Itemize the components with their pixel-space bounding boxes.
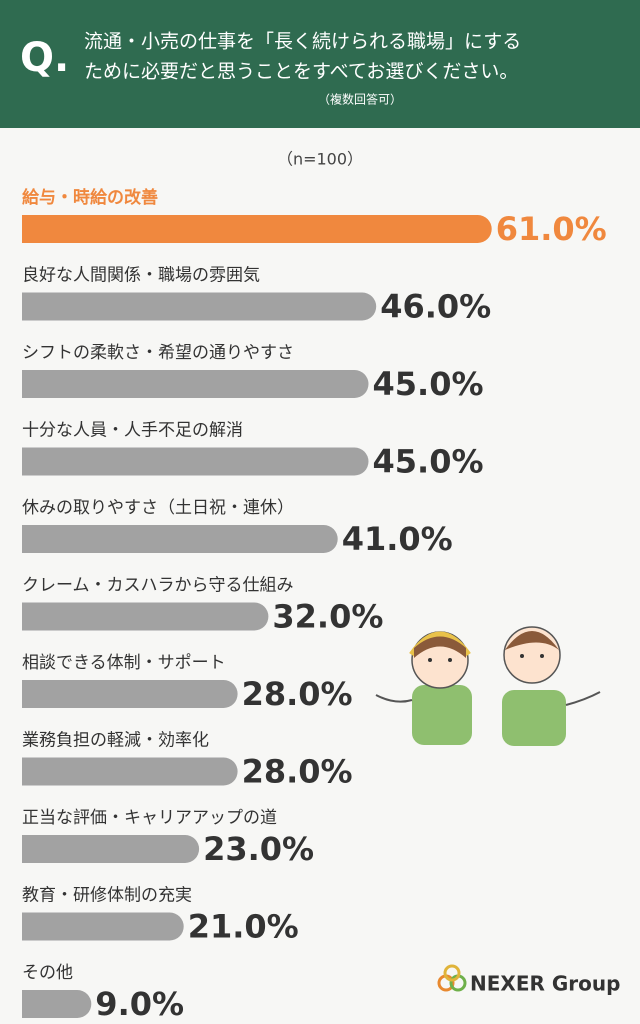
- value-label: 45.0%: [373, 365, 484, 403]
- logo: NEXER Group: [437, 964, 620, 996]
- bar: [22, 370, 369, 398]
- value-label: 23.0%: [203, 830, 314, 868]
- value-label: 21.0%: [188, 908, 299, 946]
- illustration: [375, 626, 601, 746]
- value-label: 46.0%: [380, 288, 491, 326]
- category-label: 休みの取りやすさ（土日祝・連休）: [22, 498, 294, 518]
- bar: [22, 835, 200, 863]
- bar: [22, 680, 238, 708]
- subtitle: （n=100）: [277, 150, 363, 169]
- bar: [22, 912, 184, 941]
- category-label: 相談できる体制・サポート: [22, 653, 226, 673]
- header: [0, 0, 640, 128]
- bar: [22, 602, 269, 631]
- value-label: 41.0%: [342, 520, 453, 558]
- category-label: 正当な評価・キャリアアップの道: [22, 808, 277, 828]
- value-label: 28.0%: [242, 675, 353, 713]
- category-label: 十分な人員・人手不足の解消: [22, 421, 243, 441]
- category-label: シフトの柔軟さ・希望の通りやすさ: [22, 343, 294, 363]
- bar: [22, 990, 92, 1018]
- category-label: 業務負担の軽減・効率化: [22, 731, 209, 751]
- bar: [22, 447, 369, 476]
- value-label: 32.0%: [272, 598, 383, 636]
- category-label: 給与・時給の改善: [22, 187, 158, 208]
- logo-text: NEXER Group: [470, 972, 620, 996]
- question-line: ために必要だと思うことをすべてお選びください。: [84, 61, 518, 83]
- category-label: 良好な人間関係・職場の雰囲気: [22, 266, 260, 286]
- value-label: 28.0%: [242, 753, 353, 791]
- category-label: その他: [22, 963, 73, 983]
- category-label: 教育・研修体制の充実: [22, 886, 192, 906]
- category-label: クレーム・カスハラから守る仕組み: [22, 576, 294, 596]
- question-line: 流通・小売の仕事を「長く続けられる職場」にする: [84, 31, 521, 53]
- note: （複数回答可）: [318, 92, 402, 107]
- value-label: 9.0%: [95, 985, 184, 1023]
- bar: [22, 757, 238, 786]
- bar: [22, 525, 338, 553]
- bar: [22, 215, 492, 243]
- value-label: 61.0%: [496, 210, 607, 248]
- value-label: 45.0%: [373, 443, 484, 481]
- bar: [22, 292, 377, 321]
- badge: Q.: [20, 35, 69, 81]
